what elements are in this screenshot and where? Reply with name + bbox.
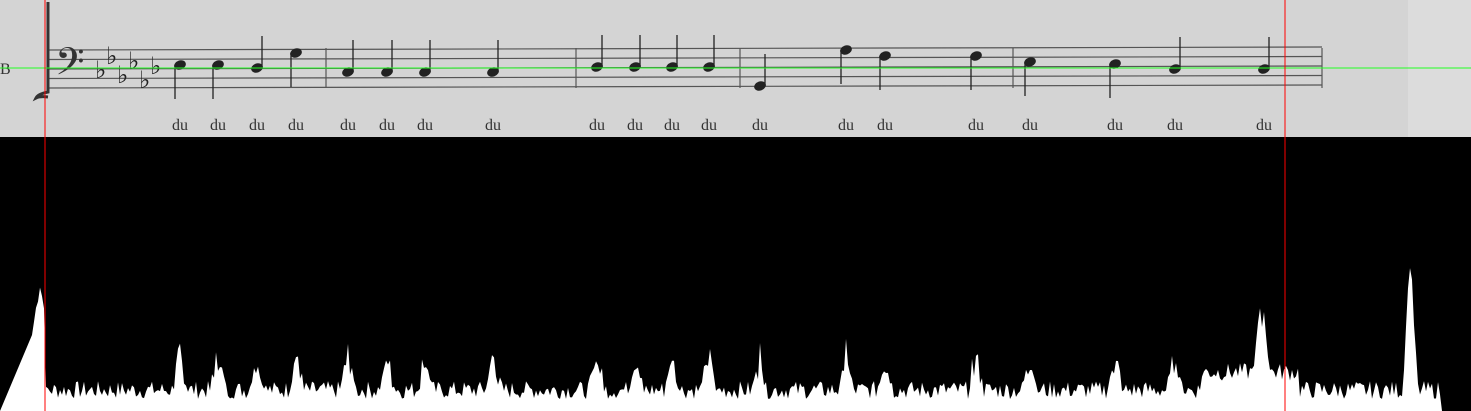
note-head [591, 62, 603, 72]
lyrics: du du du du du du du du du du du du du du du du du du du du [172, 117, 1272, 134]
notes [174, 35, 1270, 99]
flat: ♭ [128, 49, 139, 75]
flat: ♭ [117, 63, 128, 89]
lyric: du [249, 117, 265, 134]
lyric: du [1022, 117, 1038, 134]
lyric: du [1167, 117, 1183, 134]
lyric: du [288, 117, 304, 134]
lyric: du [485, 117, 501, 134]
lyric: du [664, 117, 680, 134]
note-head [290, 48, 302, 58]
staff-line [47, 46, 1323, 51]
lyric: du [210, 117, 226, 134]
note-head [174, 60, 186, 70]
note-head [879, 51, 891, 61]
note-head [1169, 64, 1181, 74]
flat: ♭ [106, 44, 117, 70]
lyric: du [589, 117, 605, 134]
note-head [703, 62, 715, 72]
note-head [840, 45, 852, 55]
lyric: du [1107, 117, 1123, 134]
note-head [1024, 57, 1036, 67]
lyric: du [1256, 117, 1272, 134]
note-head [212, 60, 224, 70]
lyric: du [340, 117, 356, 134]
lyric: du [417, 117, 433, 134]
lyric: du [379, 117, 395, 134]
note-head [419, 67, 431, 77]
lyric: du [701, 117, 717, 134]
note-head [1258, 64, 1270, 74]
note-head [970, 51, 982, 61]
staff-label: B [0, 61, 11, 78]
flat: ♭ [139, 68, 150, 94]
note-head [754, 81, 766, 91]
lyric: du [752, 117, 768, 134]
flat: ♭ [95, 58, 106, 84]
lyric: du [838, 117, 854, 134]
note-head [629, 62, 641, 72]
lyric: du [877, 117, 893, 134]
note-head [666, 62, 678, 72]
staff-line [47, 55, 1323, 61]
lyric: du [968, 117, 984, 134]
lyric: du [627, 117, 643, 134]
note-head [1109, 59, 1121, 69]
bass-clef: 𝄢 [55, 41, 85, 92]
flat: ♭ [150, 54, 161, 80]
projection-histogram [0, 268, 1471, 411]
note-head [381, 67, 393, 77]
lyric: du [172, 117, 188, 134]
note-head [487, 67, 499, 77]
key-signature: ♭♭♭♭♭♭ [95, 44, 161, 94]
note-head [342, 67, 354, 77]
